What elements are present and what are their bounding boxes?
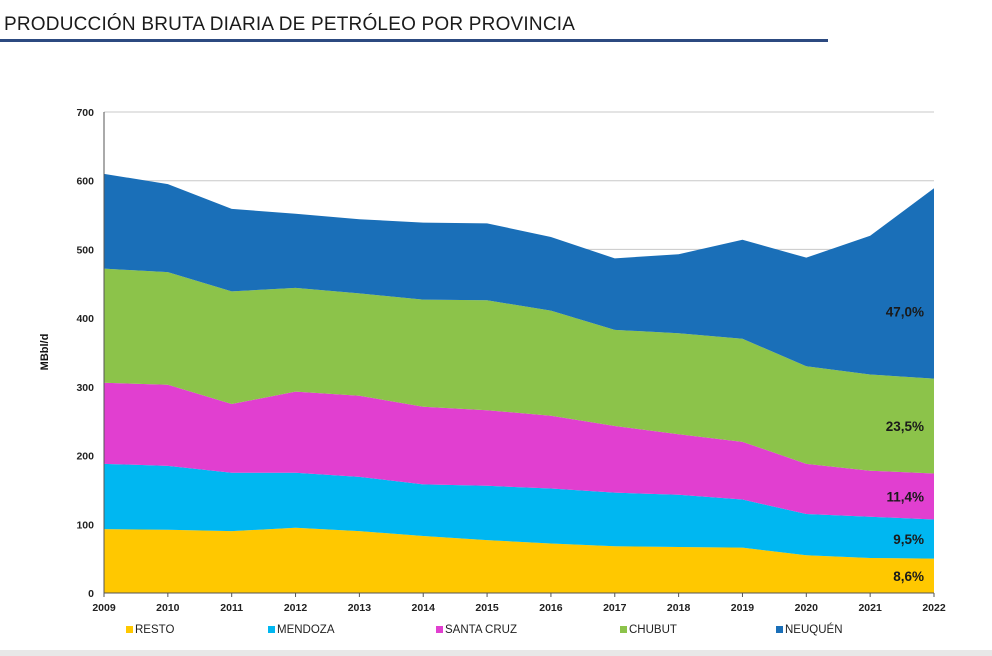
x-tick-label: 2010: [156, 602, 180, 614]
share-labels: 8,6% 9,5% 11,4% 23,5% 47,0%: [886, 304, 924, 584]
area-santa-cruz: [104, 382, 934, 520]
share-label: 23,5%: [886, 419, 924, 434]
share-label: 8,6%: [893, 569, 924, 584]
area-series: [104, 173, 934, 593]
area-resto: [104, 527, 934, 593]
x-tick-label: 2022: [922, 602, 946, 614]
legend-label: NEUQUÉN: [785, 623, 843, 636]
axes: 0 100 200 300 400 500 600 700 2009 2010 2011 2012 20…: [39, 107, 946, 614]
area-mendoza: [104, 463, 934, 559]
y-tick-label: 200: [76, 451, 94, 463]
x-tick-label: 2015: [475, 602, 499, 614]
x-tick-label: 2009: [92, 602, 116, 614]
y-tick-label: 700: [76, 107, 94, 119]
x-tick-label: 2019: [731, 602, 755, 614]
legend-swatch: [268, 626, 275, 633]
x-tick-label: 2014: [412, 602, 436, 614]
x-tick-label: 2013: [348, 602, 372, 614]
y-tick-label: 500: [76, 244, 94, 256]
y-tick-label: 0: [88, 588, 94, 600]
area-chubut: [104, 268, 934, 474]
legend-swatch: [620, 626, 627, 633]
legend-swatch: [436, 626, 443, 633]
x-tick-label: 2012: [284, 602, 308, 614]
y-tick-label: 100: [76, 519, 94, 531]
x-tick-label: 2011: [220, 602, 243, 614]
share-label: 9,5%: [893, 532, 924, 547]
y-tick-label: 400: [76, 313, 94, 325]
area-neuqu-n: [104, 173, 934, 379]
x-tick-label: 2021: [858, 602, 882, 614]
y-axis-title: MBbl/d: [39, 334, 51, 371]
share-label: 47,0%: [886, 304, 924, 319]
legend-swatch: [776, 626, 783, 633]
legend-label: RESTO: [135, 624, 174, 636]
legend-swatch: [126, 626, 133, 633]
share-label: 11,4%: [886, 489, 924, 504]
bottom-strip: [0, 650, 992, 656]
y-tick-label: 300: [76, 382, 94, 394]
x-tick-label: 2016: [539, 602, 563, 614]
page-title: PRODUCCIÓN BRUTA DIARIA DE PETRÓLEO POR …: [4, 14, 576, 35]
title-underline: [0, 39, 828, 42]
legend-label: SANTA CRUZ: [445, 624, 517, 636]
x-tick-label: 2020: [795, 602, 819, 614]
x-tick-label: 2018: [667, 602, 691, 614]
y-tick-label: 600: [76, 176, 94, 188]
legend-label: CHUBUT: [629, 624, 677, 636]
legend: RESTO MENDOZA SANTA CRUZ CHUBUT NEUQUÉN: [126, 623, 843, 636]
legend-label: MENDOZA: [277, 624, 335, 636]
x-tick-label: 2017: [603, 602, 627, 614]
